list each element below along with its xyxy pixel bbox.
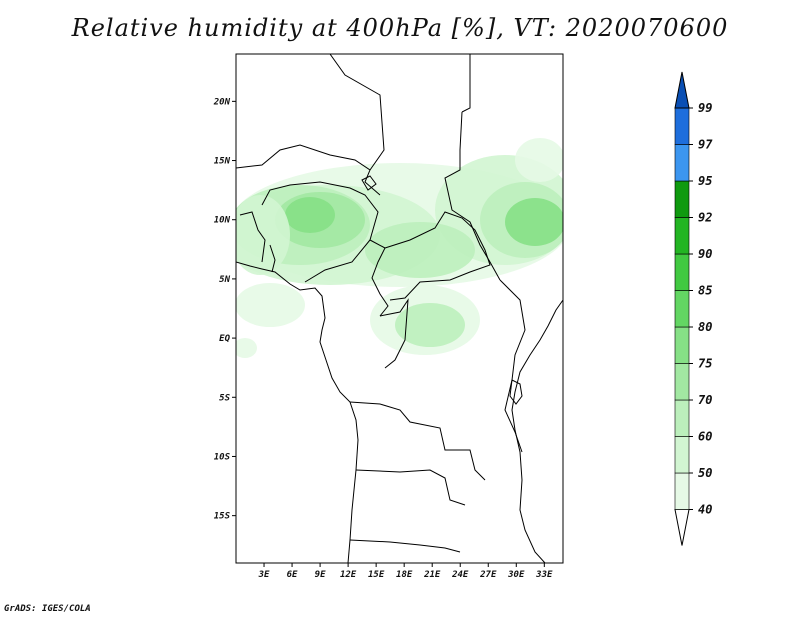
colorbar-label: 50 [698, 466, 712, 480]
colorbar-segment [674, 253, 690, 291]
lat-tick-label: 20N [213, 97, 231, 107]
lat-tick-label: 5S [219, 393, 230, 403]
lat-tick-label: 5N [219, 275, 230, 285]
border-drc-east [499, 279, 526, 453]
border-west-africa [239, 211, 266, 263]
colorbar-segment [674, 399, 690, 437]
border-namibia [349, 539, 461, 553]
lon-tick-label: 3E [258, 570, 270, 580]
colorbar-segment [674, 363, 690, 401]
border-car [384, 211, 491, 301]
map-title: Relative humidity at 400hPa [%], VT: 202… [71, 14, 729, 42]
lat-tick-label: 10S [214, 452, 231, 462]
humidity-contour [515, 138, 563, 182]
coastline [236, 261, 359, 563]
colorbar-segment [674, 217, 690, 255]
colorbar-lower-extension [674, 509, 690, 546]
lon-tick-label: 15E [368, 570, 385, 580]
latitude-axis: 20N 15N 10N 5N EQ 5S 10S 15S [213, 97, 236, 522]
lon-tick-label: 18E [396, 570, 413, 580]
lat-tick-label: EQ [219, 334, 230, 344]
colorbar-segment [674, 144, 690, 182]
colorbar-label: 40 [698, 503, 712, 517]
colorbar-label: 60 [698, 430, 712, 444]
humidity-field [236, 138, 563, 358]
humidity-contour [365, 222, 475, 278]
lon-tick-label: 21E [423, 570, 441, 580]
border-drc-angola [349, 401, 486, 481]
coastline-east [511, 299, 563, 563]
colorbar-label: 90 [698, 247, 712, 261]
map-frame [235, 53, 564, 564]
border-nigeria [261, 181, 379, 283]
humidity-contour [236, 195, 290, 275]
longitude-axis: 3E 6E 9E 12E 15E 18E 21E 24E 27E 30E 33E [258, 563, 553, 580]
humidity-contour [285, 197, 335, 233]
border-togo-benin [269, 244, 276, 273]
lake-victoria [509, 379, 523, 405]
credit-label: GrADS: IGES/COLA [4, 604, 91, 614]
colorbar-label: 80 [698, 320, 712, 334]
border-libya-egypt [461, 54, 471, 113]
colorbar-segment [674, 180, 690, 218]
border-congo-drc [379, 298, 409, 369]
lon-tick-label: 24E [451, 570, 469, 580]
lon-tick-label: 27E [479, 570, 497, 580]
colorbar-label: 97 [698, 138, 713, 152]
colorbar-segment [674, 107, 690, 145]
colorbar-label: 95 [698, 174, 712, 188]
colorbar-segment [674, 290, 690, 328]
colorbar-label: 85 [698, 284, 712, 298]
humidity-contour [236, 283, 305, 327]
border-algeria-libya [329, 54, 385, 171]
colorbar-segment [674, 472, 690, 510]
colorbar-segment [674, 436, 690, 474]
country-borders [236, 54, 563, 563]
humidity-contour [505, 198, 563, 246]
colorbar-label: 92 [698, 211, 712, 225]
lat-tick-label: 15N [214, 157, 231, 167]
border-angola-zambia [355, 469, 466, 506]
humidity-contour [236, 338, 257, 358]
lon-tick-label: 33E [535, 570, 553, 580]
lon-tick-label: 12E [340, 570, 357, 580]
colorbar-label: 75 [698, 357, 712, 371]
colorbar: 40 50 60 70 75 80 85 90 92 95 97 99 [674, 71, 713, 546]
lon-tick-label: 30E [507, 570, 525, 580]
colorbar-upper-extension [674, 71, 690, 109]
lat-tick-label: 15S [214, 512, 231, 522]
lon-tick-label: 6E [287, 570, 298, 580]
colorbar-label: 70 [698, 393, 712, 407]
colorbar-label: 99 [698, 101, 712, 115]
lon-tick-label: 9E [315, 570, 326, 580]
humidity-contour [395, 303, 465, 347]
lake-chad [361, 175, 377, 191]
colorbar-segment [674, 326, 690, 364]
lat-tick-label: 10N [214, 216, 231, 226]
